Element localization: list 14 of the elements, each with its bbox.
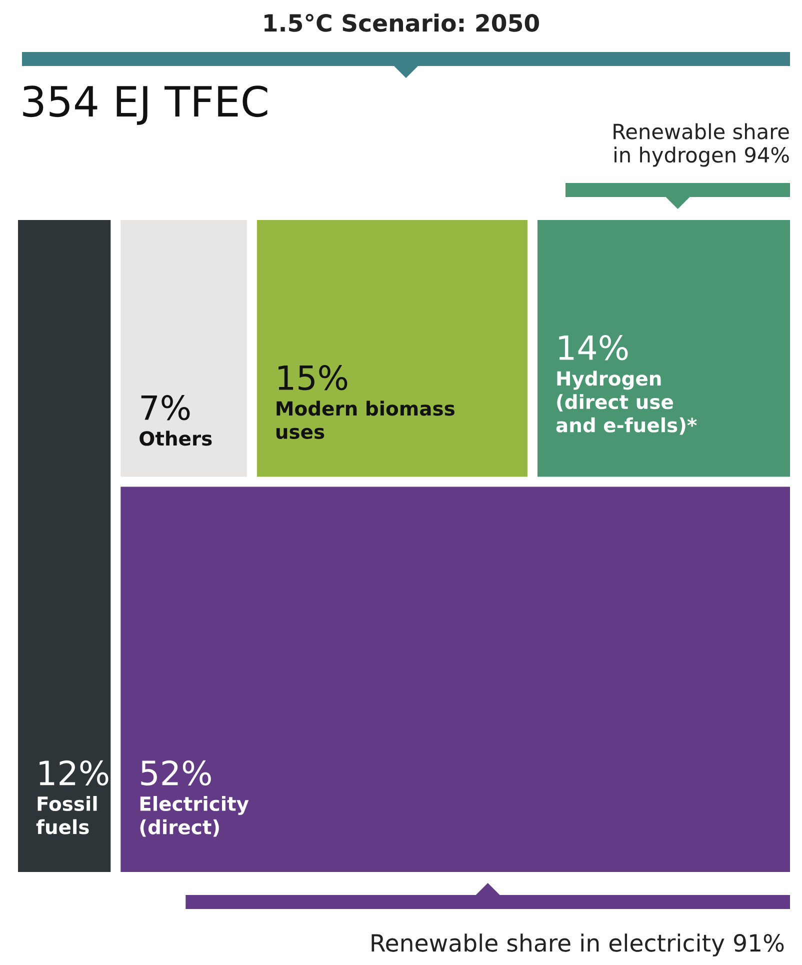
data-label: 14% — [559, 335, 628, 360]
category-label: Modern biomass uses — [276, 400, 454, 440]
data-label: 12% — [40, 760, 108, 786]
category-label: Fossil fuels — [36, 796, 97, 834]
text: 1.5°C Scenario: 2050 — [264, 14, 540, 32]
data-label: 15% — [278, 365, 348, 390]
text: 354 EJ TFEC — [23, 86, 268, 125]
category-label: Others — [140, 430, 212, 446]
text: Renewable share in electricity 91% — [372, 934, 784, 956]
category-label: Hydrogen (direct use and e-fuels)* — [556, 370, 697, 435]
text: Renewable share in hydrogen 94% — [614, 123, 789, 167]
data-label: 7% — [141, 395, 190, 420]
category-label: Electricity (direct) — [140, 796, 249, 837]
data-label: 52% — [141, 760, 211, 786]
